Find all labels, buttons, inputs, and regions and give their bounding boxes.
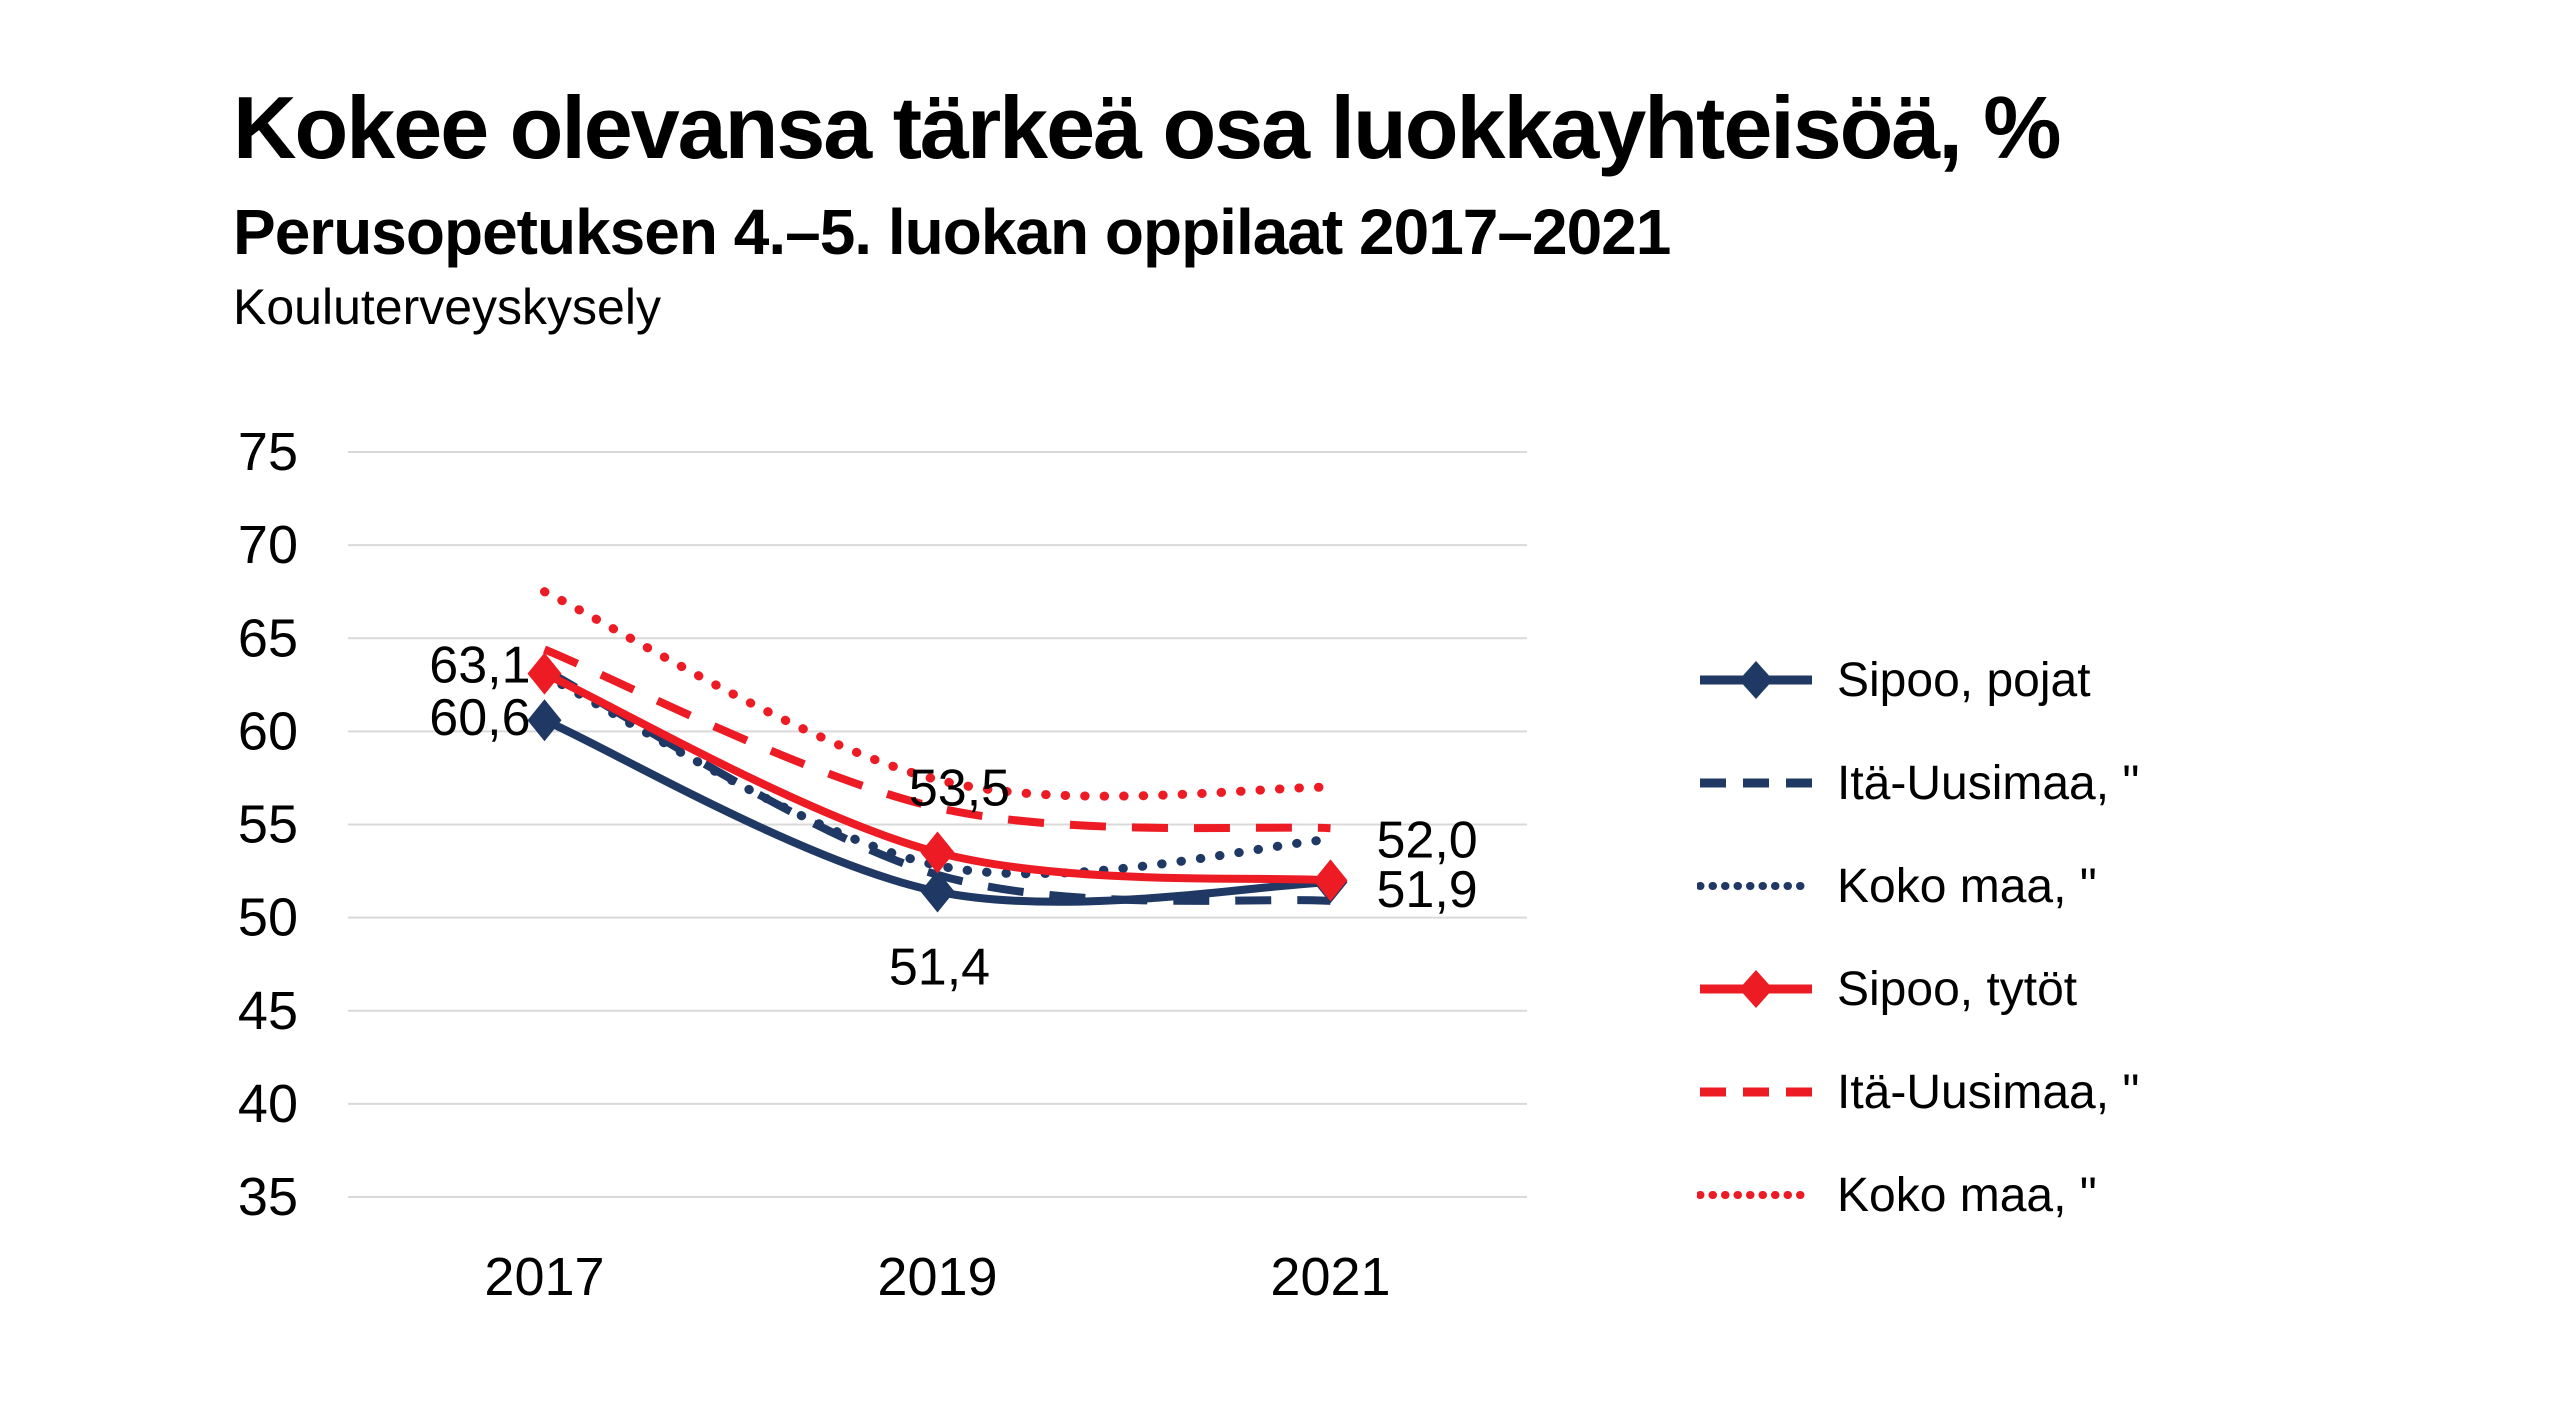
legend-sample-solid-red [1700,970,1812,1008]
series-line-1 [542,666,1331,905]
legend-sample-dashed-navy [1700,778,1812,788]
legend-sample-solid-navy [1700,661,1812,699]
x-axis-tick-label: 2019 [877,1247,997,1307]
diamond-marker-icon [527,699,562,742]
chart-title: Kokee olevansa tärkeä osa luokkayhteisöä… [233,78,2061,177]
legend-label: Itä-Uusimaa, " [1837,756,2140,810]
legend-item-ita-uusimaa-pojat: Itä-Uusimaa, " [1697,751,2139,815]
diamond-marker-icon [1313,859,1348,902]
chart-subtitle: Perusopetuksen 4.–5. luokan oppilaat 201… [233,196,1671,268]
x-axis-tick-label: 2021 [1270,1247,1390,1307]
legend-label: Sipoo, tytöt [1837,962,2078,1016]
y-axis-tick-label: 65 [238,608,298,668]
y-axis-tick-label: 60 [238,701,298,761]
y-axis-tick-label: 35 [238,1167,298,1227]
y-axis-tick-label: 55 [238,795,298,855]
y-axis-tick-label: 45 [238,981,298,1041]
diamond-marker-icon [527,652,562,695]
y-axis-tick-label: 75 [238,422,298,482]
diamond-marker-icon [1739,661,1773,699]
data-point-label: 52,0 [1377,811,1478,869]
legend-label: Sipoo, pojat [1837,653,2091,707]
legend-item-sipoo-pojat: Sipoo, pojat [1697,648,2139,712]
data-point-label: 60,6 [429,689,530,747]
legend-label: Koko maa, " [1837,1168,2097,1222]
legend-item-ita-uusimaa-tytot: Itä-Uusimaa, " [1697,1060,2139,1124]
legend-item-sipoo-tytot: Sipoo, tytöt [1697,957,2139,1021]
diamond-marker-icon [1739,970,1773,1008]
legend-item-koko-maa-tytot: Koko maa, " [1697,1163,2139,1227]
legend-sample-dotted-navy [1697,882,1815,890]
data-point-label: 53,5 [909,759,1010,817]
data-point-label: 51,9 [1377,861,1478,919]
y-axis-tick-label: 70 [238,515,298,575]
legend-label: Itä-Uusimaa, " [1837,1065,2140,1119]
data-point-label: 63,1 [429,637,530,695]
chart-legend: Sipoo, pojat Itä-Uusimaa, " Koko maa, " … [1697,648,2139,1266]
legend-item-koko-maa-pojat: Koko maa, " [1697,854,2139,918]
y-axis-tick-label: 50 [238,888,298,948]
y-axis-tick-label: 40 [238,1074,298,1134]
data-point-label: 51,4 [889,939,990,997]
x-axis-tick-label: 2017 [484,1247,604,1307]
legend-sample-dotted-red [1697,1191,1815,1199]
legend-label: Koko maa, " [1837,859,2097,913]
chart-source-label: Kouluterveyskysely [233,279,661,335]
legend-sample-dashed-red [1700,1087,1812,1097]
diamond-marker-icon [920,831,955,874]
